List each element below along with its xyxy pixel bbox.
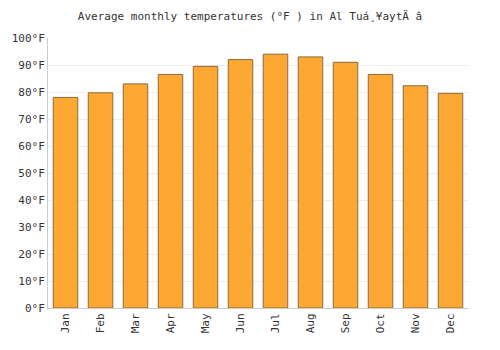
svg-text:Jan: Jan	[59, 313, 72, 333]
svg-text:Feb: Feb	[94, 313, 107, 333]
svg-text:60°F: 60°F	[18, 140, 45, 153]
svg-text:80°F: 80°F	[18, 86, 45, 99]
svg-text:Jun: Jun	[234, 313, 247, 333]
svg-text:Apr: Apr	[164, 313, 177, 333]
svg-text:40°F: 40°F	[18, 194, 45, 207]
svg-text:Sep: Sep	[339, 313, 352, 333]
svg-text:70°F: 70°F	[18, 113, 45, 126]
svg-text:100°F: 100°F	[12, 32, 45, 45]
svg-text:50°F: 50°F	[18, 167, 45, 180]
svg-text:Dec: Dec	[444, 313, 457, 333]
svg-text:10°F: 10°F	[18, 275, 45, 288]
svg-text:Jul: Jul	[269, 313, 282, 333]
svg-text:Nov: Nov	[409, 313, 422, 333]
svg-text:Average monthly temperatures (: Average monthly temperatures (°F ) in Al…	[78, 10, 422, 23]
svg-text:30°F: 30°F	[18, 221, 45, 234]
svg-text:Aug: Aug	[304, 313, 317, 333]
svg-text:0°F: 0°F	[25, 302, 45, 315]
svg-text:Oct: Oct	[374, 313, 387, 333]
svg-text:Mar: Mar	[129, 313, 142, 333]
svg-text:20°F: 20°F	[18, 248, 45, 261]
svg-text:May: May	[199, 313, 212, 333]
svg-text:90°F: 90°F	[18, 59, 45, 72]
